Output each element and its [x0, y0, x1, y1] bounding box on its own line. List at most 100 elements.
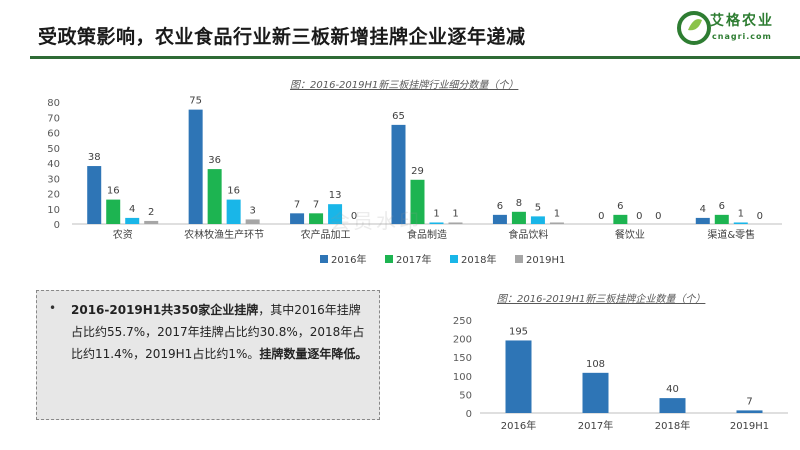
data-label: 1: [433, 208, 439, 219]
data-label: 4: [700, 204, 706, 215]
y-tick-label: 150: [453, 353, 472, 364]
y-tick-label: 250: [453, 316, 472, 327]
chart1-title: 图：2016-2019H1新三板挂牌行业细分数量（个）: [290, 80, 519, 91]
data-label: 65: [392, 111, 405, 122]
bar-2018年: [125, 217, 140, 224]
note-bullet: •: [49, 301, 57, 315]
yearly-bar-chart: 0 50 100 150 200 250 195 2016年 108 2017年 40 2018年 7 2…: [453, 316, 788, 432]
x-tick-label: 2016年: [501, 419, 536, 432]
y-tick-label: 20: [47, 190, 60, 201]
data-label: 7: [294, 199, 300, 210]
data-label: 13: [329, 190, 342, 201]
bar: [659, 398, 686, 413]
title-rule: [30, 56, 800, 59]
legend-label: 2017年: [396, 253, 431, 266]
y-tick-label: 70: [47, 113, 60, 124]
bar-2017年: [106, 199, 121, 224]
legend-label: 2019H1: [526, 255, 565, 266]
data-label: 1: [452, 208, 458, 219]
x-tick-label: 2017年: [578, 419, 613, 432]
summary-note: • 2016-2019H1共350家企业挂牌，其中2016年挂牌占比约55.7%…: [36, 290, 380, 420]
x-tick-label: 渠道&零售: [707, 228, 755, 241]
data-label: 16: [227, 186, 240, 197]
data-label: 0: [598, 211, 604, 222]
logo-url: cnagri.com: [712, 32, 772, 41]
data-label: 16: [107, 186, 120, 197]
y-tick-label: 10: [47, 205, 60, 216]
bar-2018年: [328, 204, 343, 224]
bar-2016年: [188, 109, 203, 224]
data-label: 5: [535, 202, 541, 213]
bar-2018年: [226, 199, 241, 224]
data-label: 8: [516, 198, 522, 209]
data-label: 1: [554, 208, 560, 219]
legend-swatch: [320, 255, 328, 263]
legend-swatch: [385, 255, 393, 263]
data-label: 2: [148, 207, 154, 218]
y-tick-label: 0: [466, 409, 472, 420]
data-label: 0: [351, 211, 357, 222]
data-label: 36: [208, 155, 221, 166]
bar-2017年: [207, 169, 222, 224]
data-label: 40: [666, 384, 679, 395]
bar: [582, 372, 609, 413]
data-label: 6: [497, 201, 503, 212]
y-tick-label: 200: [453, 335, 472, 346]
data-label: 38: [88, 152, 101, 163]
data-label: 1: [738, 208, 744, 219]
bar-2019H1: [549, 222, 564, 224]
note-bold-tail: 挂牌数量逐年降低。: [259, 347, 368, 361]
bar-2018年: [733, 222, 748, 224]
x-tick-label: 餐饮业: [615, 228, 645, 241]
bar: [505, 340, 532, 413]
note-bold-lead: 2016-2019H1共350家企业挂牌: [71, 303, 259, 317]
bar-2017年: [714, 214, 729, 224]
bar-2016年: [695, 217, 710, 224]
y-tick-label: 0: [54, 220, 60, 231]
bar-2017年: [410, 179, 425, 224]
bar-2016年: [87, 166, 102, 224]
note-body: ，其中2016年挂牌占比约55.7%，2017年挂牌占比约30.8%，2018年…: [71, 303, 365, 361]
data-label: 108: [586, 359, 605, 370]
data-label: 75: [189, 96, 202, 107]
x-tick-label: 2019H1: [730, 421, 769, 432]
data-label: 6: [719, 201, 725, 212]
data-label: 0: [636, 211, 642, 222]
x-tick-label: 食品制造: [407, 228, 447, 241]
y-tick-label: 40: [47, 159, 60, 170]
y-tick-label: 30: [47, 174, 60, 185]
y-tick-label: 100: [453, 372, 472, 383]
x-tick-label: 2018年: [655, 419, 690, 432]
data-label: 3: [249, 205, 255, 216]
data-label: 7: [313, 199, 319, 210]
bar: [736, 410, 763, 413]
data-label: 0: [757, 211, 763, 222]
y-tick-label: 60: [47, 129, 60, 140]
legend-label: 2018年: [461, 253, 496, 266]
legend-label: 2016年: [331, 253, 366, 266]
x-tick-label: 农产品加工: [301, 228, 351, 241]
bar-2016年: [290, 213, 305, 224]
slide-title: 受政策影响，农业食品行业新三板新增挂牌企业逐年递减: [38, 26, 526, 48]
note-text: 2016-2019H1共350家企业挂牌，其中2016年挂牌占比约55.7%，2…: [71, 299, 371, 365]
logo-text: 艾格农业: [710, 13, 774, 29]
bar-2016年: [391, 124, 406, 224]
bar-2017年: [511, 211, 526, 224]
x-tick-label: 食品饮料: [508, 228, 548, 241]
bar-2016年: [492, 214, 507, 224]
data-label: 4: [129, 204, 135, 215]
data-label: 6: [617, 201, 623, 212]
x-tick-label: 农林牧渔生产环节: [184, 228, 264, 241]
bar-2018年: [429, 222, 444, 224]
chart2-title: 图：2016-2019H1新三板挂牌企业数量（个）: [497, 294, 706, 305]
data-label: 195: [509, 326, 528, 337]
x-tick-label: 农资: [113, 228, 133, 241]
data-label: 0: [655, 211, 661, 222]
data-label: 7: [746, 396, 752, 407]
bar-2018年: [530, 216, 545, 224]
logo-ring-icon: [677, 11, 711, 45]
y-tick-label: 80: [47, 98, 60, 109]
logo-leaf-icon: [688, 19, 702, 31]
y-tick-label: 50: [459, 390, 472, 401]
bar-2019H1: [245, 219, 260, 224]
